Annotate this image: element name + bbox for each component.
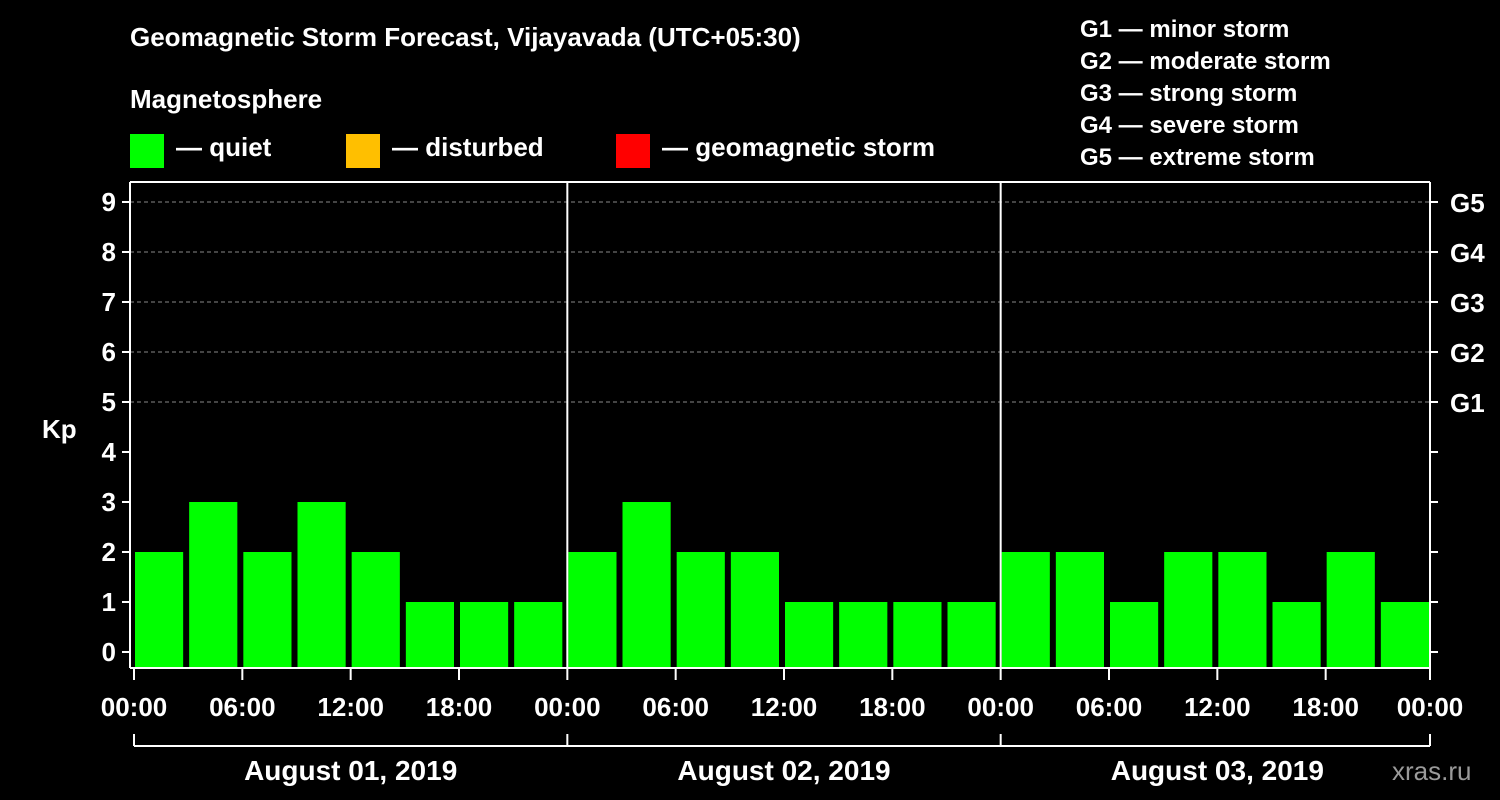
y-axis-title: Kp	[42, 414, 77, 444]
kp-bar-14	[893, 602, 942, 668]
kp-bar-12	[785, 602, 834, 668]
chart-axes	[122, 181, 1438, 747]
kp-bar-6	[460, 602, 509, 668]
right-label-G3: G3	[1450, 288, 1485, 318]
axis-labels: 0 1 2 3 4 5 6 7 8 9 G1 G2 G3 G4 G5 Kp 00:00 06:00 12:00 18:…	[42, 187, 1485, 786]
kp-bar-22	[1326, 552, 1375, 668]
day-label-0: August 01, 2019	[244, 755, 457, 786]
x-tick-label-2: 12:00	[317, 692, 384, 722]
legend-swatch-disturbed	[346, 134, 380, 168]
kp-bar-2	[243, 552, 292, 668]
kp-bar-21	[1272, 602, 1321, 668]
storm-level-g2: G2 — moderate storm	[1080, 48, 1331, 75]
day-label-1: August 02, 2019	[677, 755, 890, 786]
legend-swatch-storm	[616, 134, 650, 168]
y-tick-label-5: 5	[102, 387, 116, 417]
x-tick-label-5: 06:00	[642, 692, 709, 722]
storm-level-g4: G4 — severe storm	[1080, 112, 1299, 139]
kp-bar-11	[730, 552, 779, 668]
kp-bar-13	[839, 602, 888, 668]
kp-bar-23	[1380, 602, 1429, 668]
y-tick-label-6: 6	[102, 337, 116, 367]
storm-level-g5: G5 — extreme storm	[1080, 144, 1315, 171]
kp-bar-4	[351, 552, 400, 668]
right-label-G5: G5	[1450, 188, 1485, 218]
kp-bar-10	[676, 552, 725, 668]
x-tick-label-1: 06:00	[209, 692, 276, 722]
y-tick-label-0: 0	[102, 637, 116, 667]
y-tick-label-2: 2	[102, 537, 116, 567]
kp-bar-1	[189, 502, 238, 668]
x-tick-label-7: 18:00	[859, 692, 926, 722]
kp-bar-20	[1218, 552, 1267, 668]
legend-label-quiet: — quiet	[176, 132, 272, 162]
x-tick-label-11: 18:00	[1292, 692, 1359, 722]
x-tick-label-0: 00:00	[101, 692, 168, 722]
kp-bar-0	[135, 552, 184, 668]
grid-lines	[130, 201, 1430, 403]
x-tick-label-9: 06:00	[1076, 692, 1143, 722]
y-tick-label-8: 8	[102, 237, 116, 267]
storm-level-legend: G1 — minor storm G2 — moderate storm G3 …	[1080, 14, 1331, 174]
kp-bar-15	[947, 602, 996, 668]
y-tick-label-7: 7	[102, 287, 116, 317]
y-tick-label-1: 1	[102, 587, 116, 617]
right-label-G1: G1	[1450, 388, 1485, 418]
kp-bar-17	[1055, 552, 1104, 668]
kp-bar-18	[1110, 602, 1159, 668]
legend-swatch-quiet	[130, 134, 164, 168]
storm-level-g1: G1 — minor storm	[1080, 16, 1290, 43]
chart-title: Geomagnetic Storm Forecast, Vijayavada (…	[130, 22, 801, 52]
x-tick-label-8: 00:00	[967, 692, 1034, 722]
kp-bar-8	[568, 552, 617, 668]
y-tick-label-4: 4	[102, 437, 117, 467]
kp-bar-9	[622, 502, 671, 668]
legend-heading: Magnetosphere	[130, 84, 323, 114]
kp-bar-19	[1164, 552, 1213, 668]
kp-bar-7	[514, 602, 563, 668]
x-tick-label-6: 12:00	[751, 692, 818, 722]
x-tick-label-12: 00:00	[1397, 692, 1464, 722]
kp-bar-16	[1001, 552, 1050, 668]
right-label-G4: G4	[1450, 238, 1485, 268]
right-label-G2: G2	[1450, 338, 1485, 368]
kp-bar-5	[405, 602, 454, 668]
legend-label-storm: — geomagnetic storm	[662, 132, 936, 162]
x-tick-label-4: 00:00	[534, 692, 601, 722]
kp-bar-3	[297, 502, 346, 668]
day-label-2: August 03, 2019	[1111, 755, 1324, 786]
watermark: xras.ru	[1392, 756, 1472, 786]
legend-label-disturbed: — disturbed	[392, 132, 544, 162]
y-tick-label-9: 9	[102, 187, 116, 217]
x-tick-label-3: 18:00	[426, 692, 493, 722]
y-tick-label-3: 3	[102, 487, 116, 517]
kp-bars	[135, 502, 1429, 668]
storm-level-g3: G3 — strong storm	[1080, 80, 1298, 107]
x-tick-label-10: 12:00	[1184, 692, 1251, 722]
